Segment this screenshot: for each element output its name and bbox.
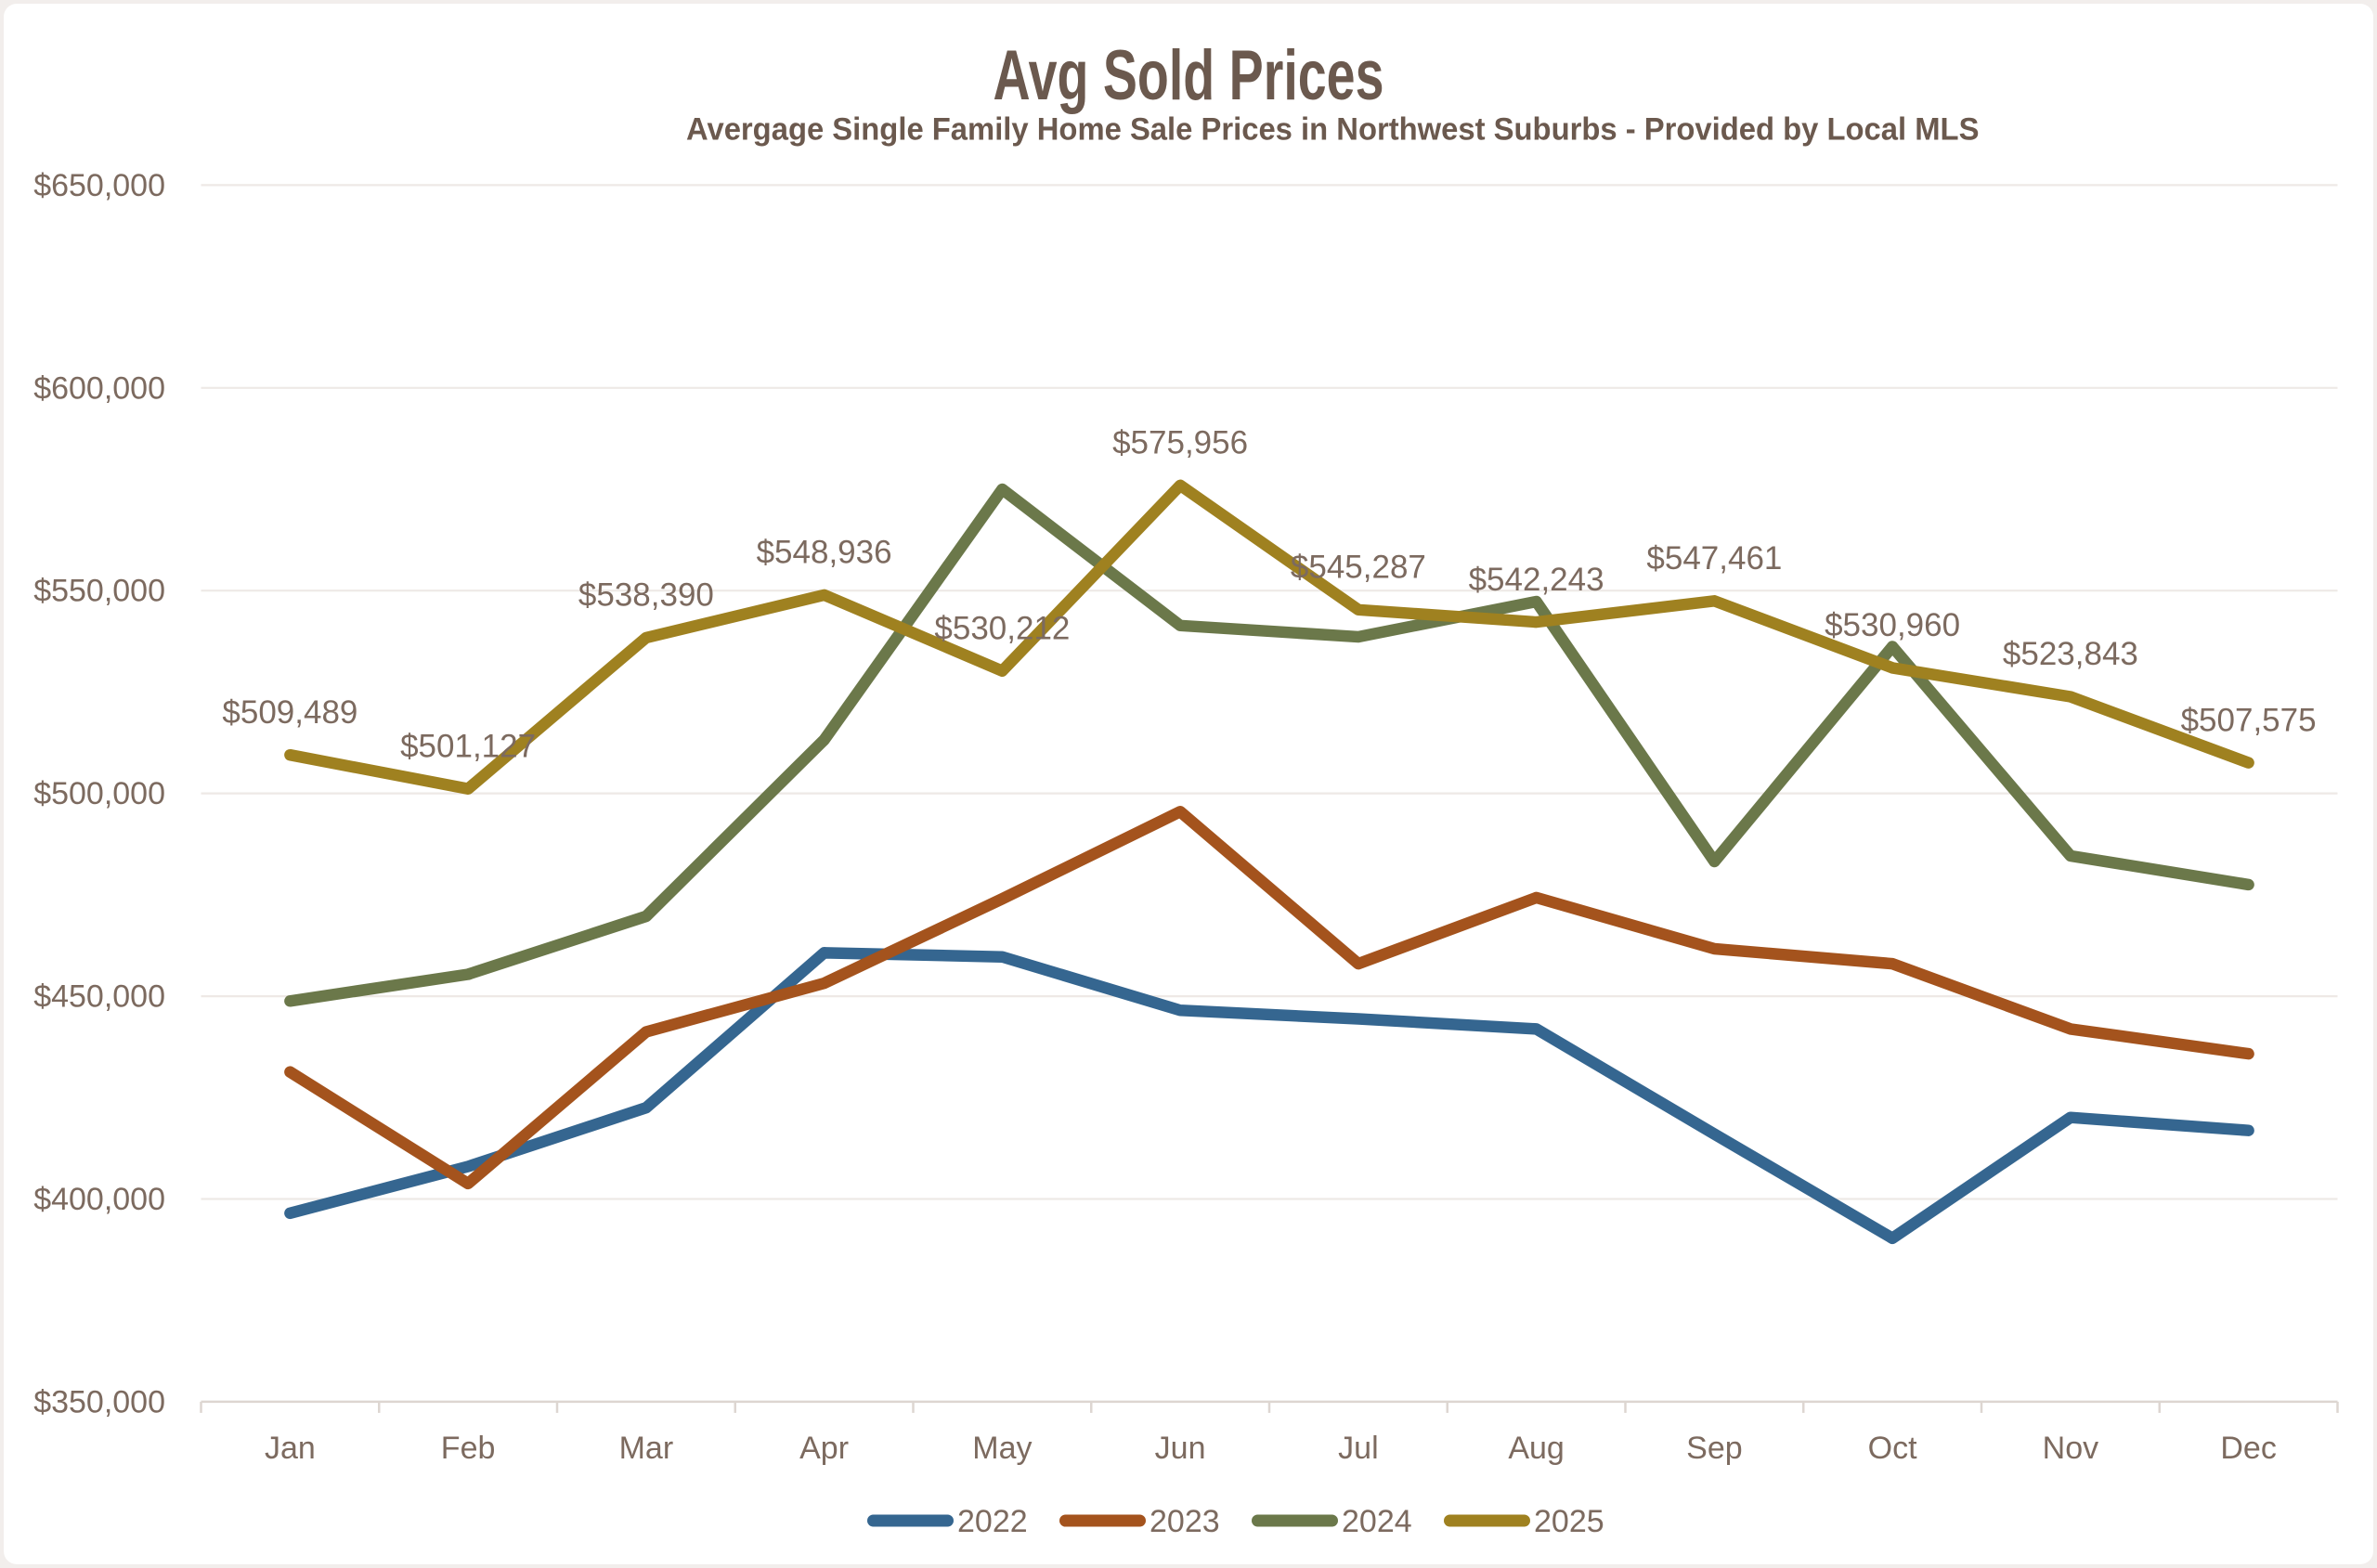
- svg-text:$500,000: $500,000: [33, 776, 165, 811]
- svg-text:Jan: Jan: [265, 1431, 316, 1466]
- svg-text:Aug: Aug: [1508, 1431, 1565, 1466]
- svg-text:$530,212: $530,212: [934, 610, 1070, 646]
- svg-text:Oct: Oct: [1868, 1431, 1917, 1466]
- svg-text:$600,000: $600,000: [33, 370, 165, 406]
- svg-text:$350,000: $350,000: [33, 1384, 165, 1419]
- svg-text:Feb: Feb: [441, 1431, 496, 1466]
- svg-text:Mar: Mar: [619, 1431, 674, 1466]
- svg-text:$542,243: $542,243: [1469, 562, 1604, 598]
- svg-text:2022: 2022: [957, 1504, 1028, 1539]
- svg-text:$538,390: $538,390: [578, 577, 714, 614]
- svg-text:$509,489: $509,489: [222, 694, 357, 731]
- svg-text:2024: 2024: [1342, 1504, 1412, 1539]
- svg-text:$450,000: $450,000: [33, 979, 165, 1015]
- svg-text:$548,936: $548,936: [757, 535, 892, 571]
- svg-text:$547,461: $547,461: [1646, 540, 1782, 577]
- svg-text:$507,575: $507,575: [2181, 702, 2317, 738]
- svg-text:Avergage Single Family Home Sa: Avergage Single Family Home Sale Prices …: [686, 112, 1979, 148]
- svg-text:May: May: [972, 1431, 1032, 1466]
- svg-text:Dec: Dec: [2220, 1431, 2276, 1466]
- svg-text:$501,127: $501,127: [400, 729, 536, 765]
- svg-text:Nov: Nov: [2043, 1431, 2098, 1466]
- svg-text:$575,956: $575,956: [1112, 425, 1248, 461]
- svg-text:$550,000: $550,000: [33, 574, 165, 609]
- svg-text:Sep: Sep: [1686, 1431, 1743, 1466]
- svg-text:2023: 2023: [1150, 1504, 1220, 1539]
- svg-text:$523,843: $523,843: [2003, 636, 2138, 672]
- svg-text:2025: 2025: [1534, 1504, 1604, 1539]
- svg-text:$400,000: $400,000: [33, 1182, 165, 1217]
- svg-text:$650,000: $650,000: [33, 168, 165, 203]
- svg-text:$530,960: $530,960: [1825, 607, 1960, 643]
- svg-text:Jul: Jul: [1338, 1431, 1378, 1466]
- svg-text:Avg Sold Prices: Avg Sold Prices: [994, 37, 1384, 115]
- svg-text:$545,287: $545,287: [1291, 550, 1426, 586]
- svg-text:Jun: Jun: [1155, 1431, 1206, 1466]
- svg-text:Apr: Apr: [799, 1431, 849, 1466]
